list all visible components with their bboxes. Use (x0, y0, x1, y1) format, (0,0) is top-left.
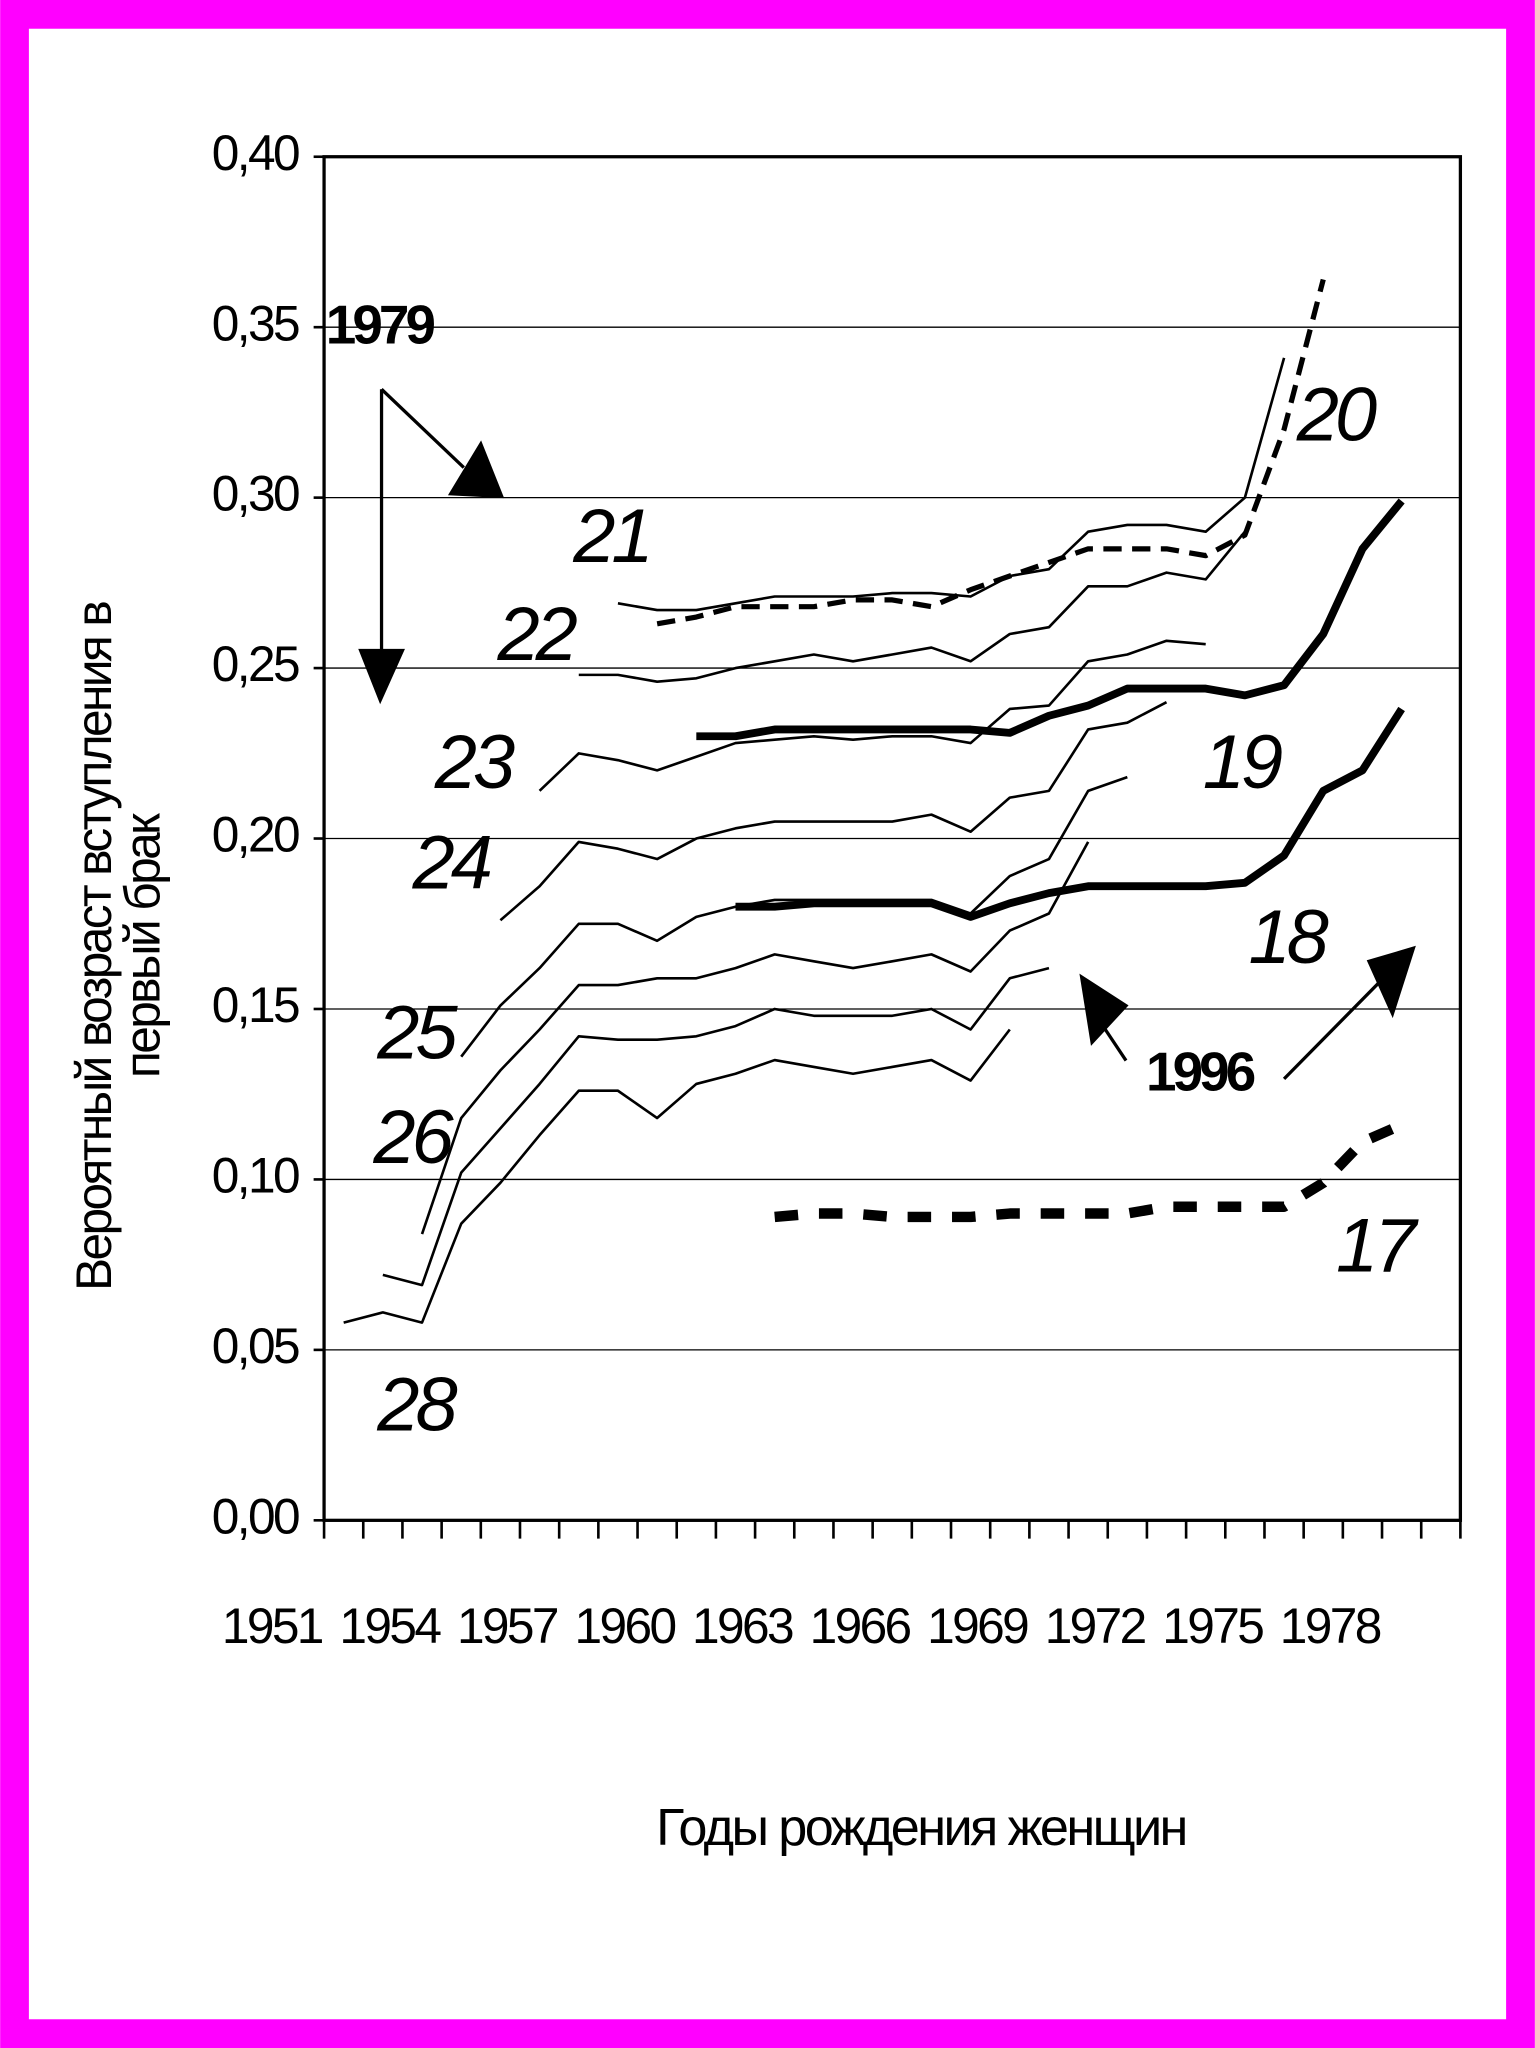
series-line (499, 701, 1168, 922)
y-label-line: первый брак (115, 813, 171, 1078)
y-tick-label: 0,05 (212, 1318, 299, 1374)
series-line (460, 775, 1128, 1058)
series-label: 28 (376, 1363, 457, 1448)
annotation: 1996 (1146, 1041, 1255, 1103)
arrows (358, 388, 1416, 1081)
series-line (420, 841, 1090, 1235)
arrow-head (447, 440, 505, 499)
series-line (617, 357, 1286, 612)
series-line (696, 498, 1405, 741)
series-line (735, 706, 1405, 921)
arrow-line (380, 388, 465, 469)
y-tick-label: 0,35 (212, 295, 299, 351)
x-tick-label: 1972 (1045, 1598, 1146, 1654)
y-tick-label: 0,40 (212, 125, 299, 181)
y-tick-label: 0,30 (212, 466, 299, 522)
series-label: 22 (496, 592, 577, 677)
series-label: 23 (434, 720, 515, 805)
x-tick-label: 1966 (810, 1598, 911, 1654)
y-label-line: Вероятный возраст вступления в (66, 602, 122, 1291)
x-tick-label: 1969 (927, 1598, 1028, 1654)
x-tick-label: 1951 (222, 1598, 323, 1654)
y-tick-label: 0,10 (212, 1148, 299, 1204)
series-line (343, 1028, 1011, 1324)
series-label: 20 (1296, 373, 1377, 458)
y-tick-label: 0,15 (212, 977, 299, 1033)
series-label: 24 (412, 821, 491, 906)
series-label: 17 (1336, 1203, 1419, 1288)
y-tick-label: 0,25 (212, 636, 299, 692)
series-line (382, 966, 1050, 1287)
series-label: 18 (1248, 895, 1328, 980)
arrow-head (358, 648, 405, 705)
y-tick-label: 0,00 (212, 1488, 299, 1544)
series-line (578, 530, 1246, 683)
arrow-line (1282, 981, 1381, 1081)
x-axis-title: Годы рождения женщин (656, 1799, 1186, 1857)
series-label: 25 (376, 990, 458, 1075)
series-label: 21 (572, 494, 649, 579)
x-tick-label: 1954 (339, 1598, 441, 1654)
series-label: 26 (372, 1095, 454, 1180)
x-tick-label: 1978 (1280, 1598, 1381, 1654)
y-tick-label: 0,20 (212, 807, 299, 863)
x-tick-label: 1957 (457, 1598, 558, 1654)
annotation: 1979 (326, 294, 435, 356)
x-tick-label: 1960 (575, 1598, 676, 1654)
series-label: 19 (1203, 720, 1282, 805)
series-line (538, 639, 1206, 792)
y-axis-title: Вероятный возраст вступления в первый бр… (66, 602, 170, 1291)
x-tick-label: 1975 (1162, 1598, 1263, 1654)
series-line (774, 1120, 1404, 1223)
x-tick-label: 1963 (692, 1598, 793, 1654)
arrow-head (1366, 945, 1416, 1019)
